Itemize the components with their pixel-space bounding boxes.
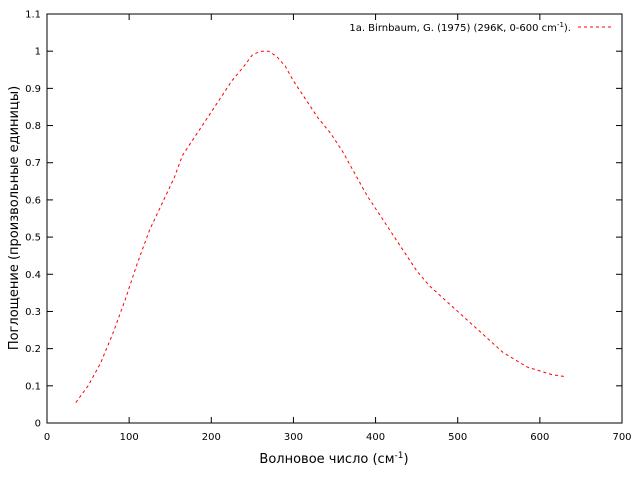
- x-axis-title-sup: -1: [395, 451, 404, 461]
- legend-label-sup: -1: [557, 21, 564, 29]
- x-tick-label: 600: [530, 432, 549, 443]
- x-axis-title-tail: ): [403, 452, 408, 467]
- y-axis-title: Поглощение (произвольные единицы): [7, 86, 22, 350]
- x-axis-title: Волновое число (см-1): [259, 451, 408, 467]
- y-tick-label: 0.1: [25, 381, 41, 392]
- y-tick-label: 0.5: [25, 233, 41, 244]
- y-tick-label: 1: [35, 47, 41, 58]
- legend-label: 1a. Birnbaum, G. (1975) (296K, 0-600 cm-…: [349, 21, 571, 34]
- legend-label-main: 1a. Birnbaum, G. (1975) (296K, 0-600 cm: [349, 23, 557, 34]
- x-tick-label: 700: [612, 432, 631, 443]
- x-tick-label: 300: [284, 432, 303, 443]
- y-tick-label: 0.9: [25, 84, 41, 95]
- x-axis-title-main: Волновое число (см: [259, 452, 394, 467]
- plot-frame: [46, 13, 623, 424]
- y-tick-label: 1.1: [25, 10, 41, 21]
- x-tick-label: 0: [44, 432, 50, 443]
- y-tick-label: 0: [35, 419, 41, 430]
- series-layer: [75, 50, 565, 403]
- legend: 1a. Birnbaum, G. (1975) (296K, 0-600 cm-…: [349, 21, 612, 34]
- y-tick-label: 0.7: [25, 158, 41, 169]
- y-tick-label: 0.4: [25, 270, 41, 281]
- y-tick-label: 0.3: [25, 307, 41, 318]
- x-tick-label: 500: [448, 432, 467, 443]
- y-tick-label: 0.6: [25, 195, 41, 206]
- x-tick-label: 200: [202, 432, 221, 443]
- x-tick-label: 400: [366, 432, 385, 443]
- legend-label-tail: ).: [564, 23, 571, 34]
- series-line-0: [75, 50, 565, 403]
- y-tick-label: 0.2: [25, 344, 41, 355]
- x-tick-label: 100: [120, 432, 139, 443]
- tick-group: 0 100 200 300 400 500 600 700 0 0.1 0.2 0.3 0.4 0.5 0.…: [25, 10, 631, 444]
- y-tick-label: 0.8: [25, 121, 41, 132]
